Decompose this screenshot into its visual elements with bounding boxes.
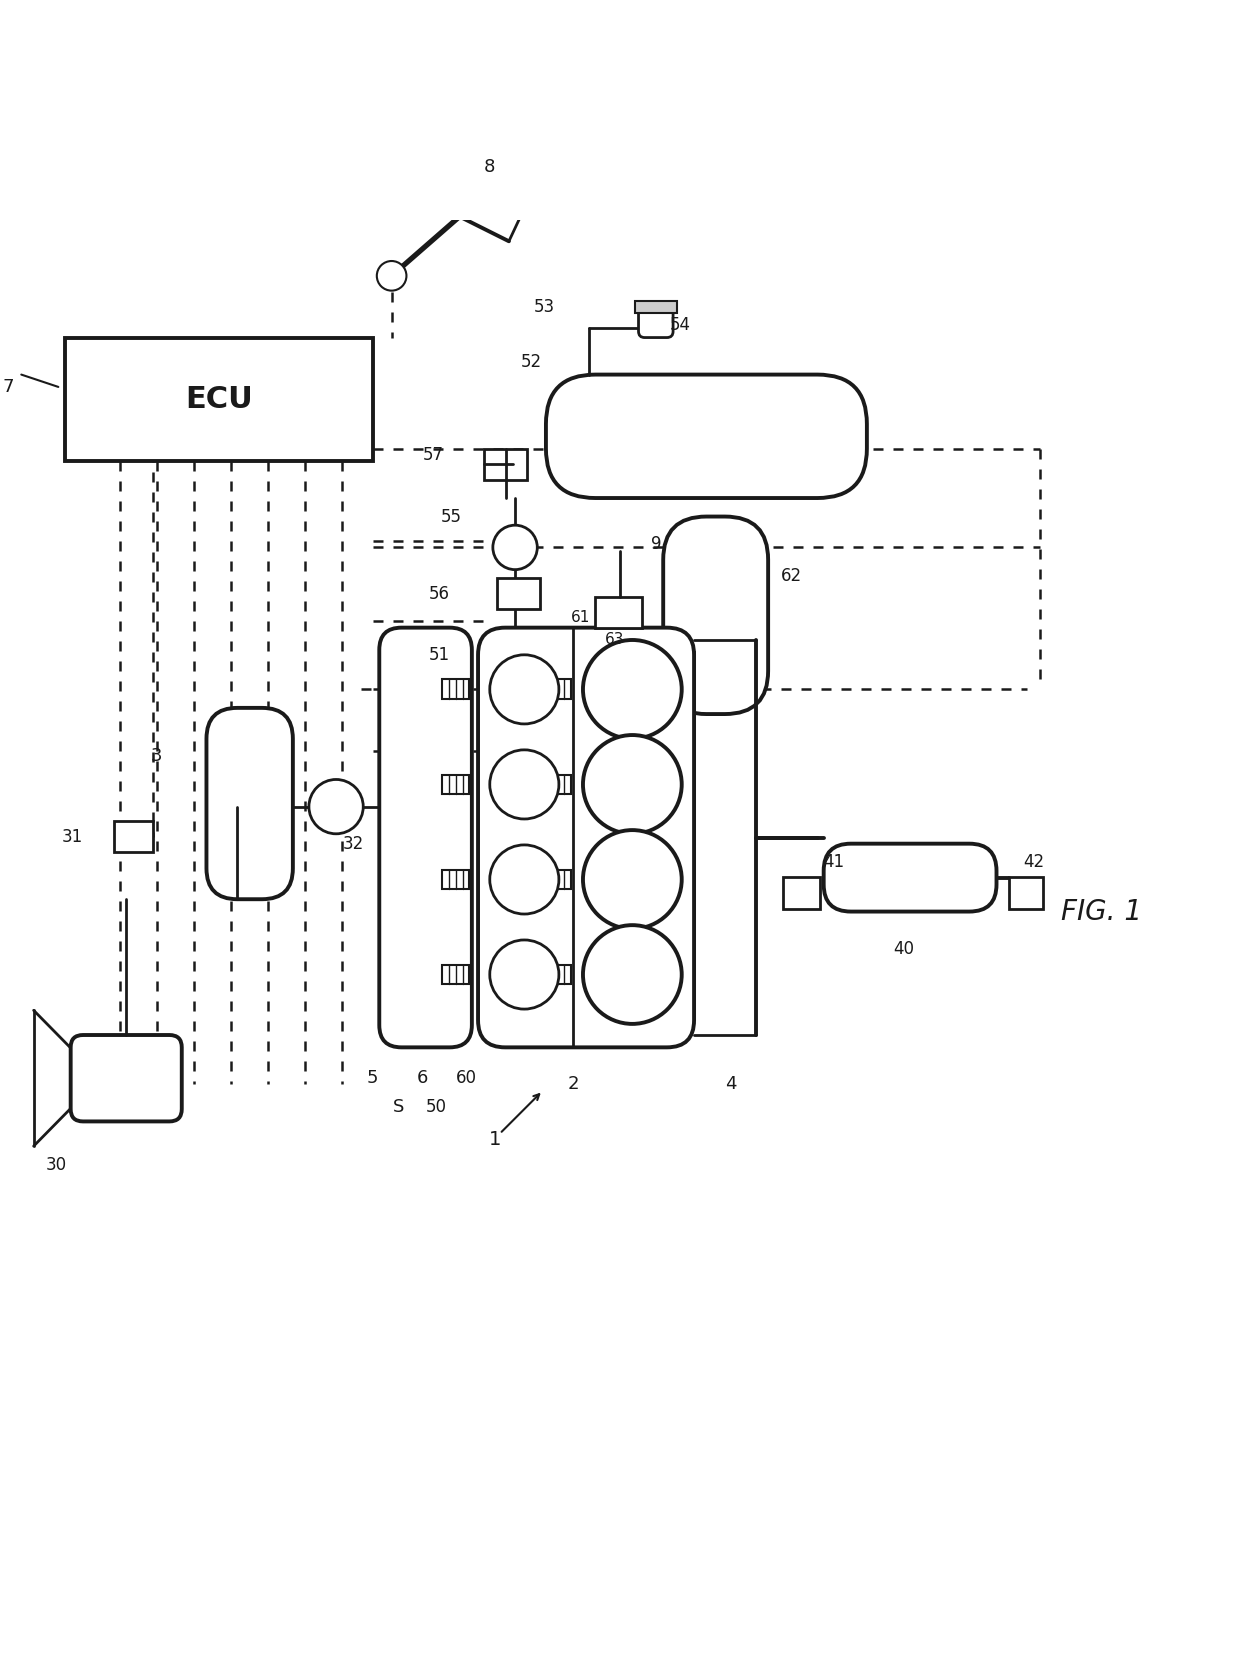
FancyBboxPatch shape bbox=[639, 307, 673, 338]
Text: 31: 31 bbox=[62, 827, 83, 846]
Bar bbox=[496, 578, 539, 610]
Text: ECU: ECU bbox=[185, 385, 253, 414]
Bar bbox=[635, 300, 677, 313]
Text: 62: 62 bbox=[780, 566, 801, 585]
Bar bbox=[543, 774, 570, 794]
Text: 61: 61 bbox=[570, 610, 590, 625]
Bar bbox=[645, 652, 694, 687]
Text: 50: 50 bbox=[425, 1097, 446, 1116]
Bar bbox=[543, 965, 570, 985]
Circle shape bbox=[490, 655, 559, 724]
Bar bbox=[443, 869, 470, 889]
Circle shape bbox=[377, 261, 407, 291]
Text: 55: 55 bbox=[441, 508, 463, 526]
Text: 9: 9 bbox=[651, 534, 661, 553]
Circle shape bbox=[490, 844, 559, 915]
Text: 41: 41 bbox=[823, 853, 844, 871]
Bar bbox=[595, 596, 642, 628]
Text: S: S bbox=[393, 1097, 404, 1116]
Text: 60: 60 bbox=[456, 1069, 477, 1087]
Text: 52: 52 bbox=[521, 353, 542, 372]
Bar bbox=[543, 869, 570, 889]
Text: 56: 56 bbox=[429, 585, 450, 603]
FancyBboxPatch shape bbox=[663, 516, 768, 714]
Text: 54: 54 bbox=[670, 317, 691, 335]
FancyBboxPatch shape bbox=[823, 844, 997, 911]
Bar bbox=[484, 449, 527, 479]
Circle shape bbox=[583, 735, 682, 834]
Text: 3: 3 bbox=[151, 747, 162, 765]
Circle shape bbox=[583, 831, 682, 930]
Text: 5: 5 bbox=[367, 1069, 378, 1087]
Circle shape bbox=[309, 779, 363, 834]
Text: 57: 57 bbox=[423, 446, 444, 464]
Bar bbox=[443, 774, 470, 794]
FancyBboxPatch shape bbox=[379, 628, 472, 1047]
Text: 4: 4 bbox=[725, 1075, 737, 1094]
Text: 6: 6 bbox=[417, 1069, 428, 1087]
Bar bbox=[1009, 878, 1043, 910]
Bar bbox=[64, 338, 373, 461]
FancyBboxPatch shape bbox=[479, 628, 694, 1047]
Text: FIG. 1: FIG. 1 bbox=[1061, 898, 1142, 926]
Circle shape bbox=[490, 750, 559, 819]
Bar bbox=[496, 640, 539, 672]
Text: 53: 53 bbox=[533, 298, 554, 315]
Text: 63: 63 bbox=[605, 633, 625, 648]
Circle shape bbox=[583, 640, 682, 739]
Text: 30: 30 bbox=[46, 1156, 67, 1174]
Text: 8: 8 bbox=[484, 157, 496, 176]
Text: 51: 51 bbox=[429, 647, 450, 665]
Bar bbox=[782, 878, 820, 910]
Text: 32: 32 bbox=[342, 834, 363, 853]
Bar bbox=[443, 680, 470, 698]
Circle shape bbox=[583, 925, 682, 1023]
Circle shape bbox=[490, 940, 559, 1008]
Text: 1: 1 bbox=[489, 1131, 501, 1149]
FancyBboxPatch shape bbox=[71, 1035, 182, 1122]
Circle shape bbox=[492, 526, 537, 570]
Bar bbox=[114, 821, 154, 853]
Text: 40: 40 bbox=[893, 940, 914, 958]
FancyBboxPatch shape bbox=[546, 375, 867, 497]
Bar bbox=[543, 680, 570, 698]
Text: 7: 7 bbox=[2, 379, 15, 395]
FancyBboxPatch shape bbox=[207, 709, 293, 899]
Text: 2: 2 bbox=[568, 1075, 579, 1094]
Text: 42: 42 bbox=[1024, 853, 1045, 871]
Bar bbox=[443, 965, 470, 985]
